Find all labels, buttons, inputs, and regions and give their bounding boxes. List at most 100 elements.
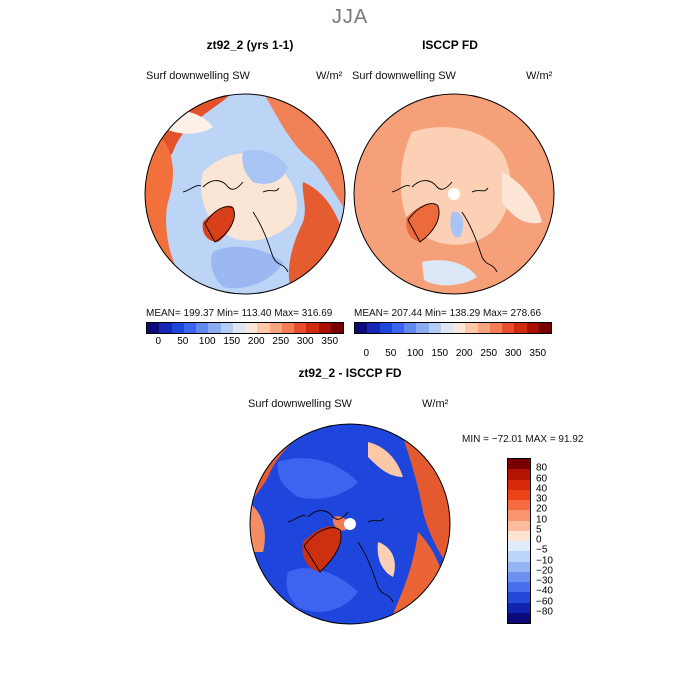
colorbar-tick-label: 300 — [296, 336, 314, 347]
colorbar-swatch — [465, 323, 478, 333]
colorbar-swatch — [453, 323, 466, 333]
colorbar-tick-label: 250 — [480, 348, 498, 359]
diff-colorbar-label: 40 — [536, 483, 548, 495]
colorbar-swatch — [514, 323, 527, 333]
colorbar-swatch — [294, 323, 307, 333]
diff-colorbar-swatch — [508, 571, 530, 582]
diff-colorbar-swatch — [508, 612, 530, 623]
panel-1-stats: MEAN= 199.37 Min= 113.40 Max= 316.69 — [146, 308, 333, 319]
diff-colorbar-label: −10 — [536, 555, 553, 566]
colorbar-tick-label: 200 — [455, 348, 473, 359]
colorbar-swatch — [257, 323, 270, 333]
colorbar-swatch — [477, 323, 490, 333]
colorbar-swatch — [391, 323, 404, 333]
panel-1-units: W/m² — [316, 70, 343, 82]
diff-colorbar-label: 0 — [536, 534, 542, 546]
colorbar-tick-label: 350 — [321, 336, 339, 347]
diff-colorbar-label: 80 — [536, 462, 548, 474]
colorbar-swatch — [489, 323, 502, 333]
colorbar-tick-label: 50 — [177, 336, 189, 347]
panel-1-colorbar — [146, 322, 344, 334]
diff-title: zt92_2 - ISCCP FD — [298, 366, 402, 380]
colorbar-swatch — [306, 323, 319, 333]
colorbar-swatch — [404, 323, 417, 333]
diff-colorbar-label: −40 — [536, 585, 553, 597]
diff-colorbar-swatch — [508, 561, 530, 572]
colorbar-swatch — [379, 323, 392, 333]
colorbar-tick-label: 0 — [155, 336, 162, 347]
colorbar-swatch — [159, 323, 172, 333]
diff-colorbar — [507, 458, 531, 624]
season-title: JJA — [331, 6, 369, 28]
diff-colorbar-label: 60 — [536, 473, 548, 484]
diff-colorbar-swatch — [508, 582, 530, 593]
colorbar-swatch — [220, 323, 233, 333]
colorbar-swatch — [171, 323, 184, 333]
colorbar-swatch — [416, 323, 429, 333]
diff-colorbar-swatch — [508, 459, 530, 470]
diff-colorbar-swatch — [508, 510, 530, 521]
diff-colorbar-label: −30 — [536, 575, 553, 587]
colorbar-swatch — [318, 323, 331, 333]
diff-map — [249, 423, 451, 625]
colorbar-swatch — [440, 323, 453, 333]
colorbar-tick-label: 350 — [529, 348, 547, 359]
colorbar-swatch — [538, 323, 551, 333]
panel-1-colorbar-ticks: 0 50 100 150 200 250 300 350 — [146, 336, 342, 348]
panel-2-colorbar — [354, 322, 552, 334]
colorbar-swatch — [147, 323, 160, 333]
panel-1-map — [144, 93, 346, 295]
diff-colorbar-label: −20 — [536, 565, 553, 577]
colorbar-swatch — [196, 323, 209, 333]
diff-field-label: Surf downwelling SW — [248, 398, 352, 410]
colorbar-tick-label: 200 — [247, 336, 265, 347]
colorbar-tick-label: 0 — [363, 348, 370, 359]
colorbar-tick-label: 100 — [198, 336, 216, 347]
colorbar-tick-label: 50 — [385, 348, 397, 359]
panel-2-map — [353, 93, 555, 295]
panel-2-stats: MEAN= 207.44 Min= 138.29 Max= 278.66 — [354, 308, 542, 319]
diff-colorbar-swatch — [508, 530, 530, 541]
diff-colorbar-swatch — [508, 489, 530, 500]
panel-2-units: W/m² — [526, 70, 553, 82]
colorbar-swatch — [355, 323, 368, 333]
diff-colorbar-swatch — [508, 520, 530, 531]
colorbar-swatch — [208, 323, 221, 333]
colorbar-swatch — [367, 323, 380, 333]
panel-1-field-label: Surf downwelling SW — [146, 70, 250, 82]
diff-units: W/m² — [422, 398, 449, 410]
diff-colorbar-swatch — [508, 602, 530, 613]
colorbar-swatch — [245, 323, 258, 333]
diff-colorbar-label: −60 — [536, 596, 553, 607]
colorbar-tick-label: 150 — [431, 348, 449, 359]
colorbar-swatch — [269, 323, 282, 333]
colorbar-swatch — [502, 323, 515, 333]
colorbar-tick-label: 150 — [223, 336, 241, 347]
colorbar-swatch — [232, 323, 245, 333]
panel-1-title: zt92_2 (yrs 1-1) — [206, 38, 294, 52]
colorbar-swatch — [281, 323, 294, 333]
panel-2-title: ISCCP FD — [422, 38, 478, 52]
diff-colorbar-label: −80 — [536, 606, 553, 618]
colorbar-swatch — [526, 323, 539, 333]
colorbar-tick-label: 250 — [272, 336, 290, 347]
colorbar-swatch — [330, 323, 343, 333]
diff-colorbar-label: −5 — [536, 544, 548, 556]
diff-colorbar-label: 20 — [536, 503, 548, 515]
panel-2-field-label: Surf downwelling SW — [352, 70, 456, 82]
diff-colorbar-label: 5 — [536, 524, 542, 536]
colorbar-swatch — [428, 323, 441, 333]
diff-colorbar-swatch — [508, 500, 530, 511]
colorbar-tick-label: 300 — [504, 348, 522, 359]
panel-2-colorbar-ticks: 0 50 100 150 200 250 300 350 — [354, 348, 550, 360]
colorbar-swatch — [183, 323, 196, 333]
diff-colorbar-swatch — [508, 541, 530, 552]
diff-colorbar-label: 30 — [536, 493, 548, 505]
diff-colorbar-swatch — [508, 469, 530, 480]
diff-colorbar-label: 10 — [536, 514, 548, 525]
diff-colorbar-swatch — [508, 592, 530, 603]
diff-colorbar-labels: 80 60 40 30 20 10 5 0 −5 −10 −20 −30 −40 −60 −80 — [536, 458, 576, 622]
diff-colorbar-swatch — [508, 551, 530, 562]
colorbar-tick-label: 100 — [406, 348, 424, 359]
diff-minmax: MIN = −72.01 MAX = 91.92 — [462, 434, 584, 445]
